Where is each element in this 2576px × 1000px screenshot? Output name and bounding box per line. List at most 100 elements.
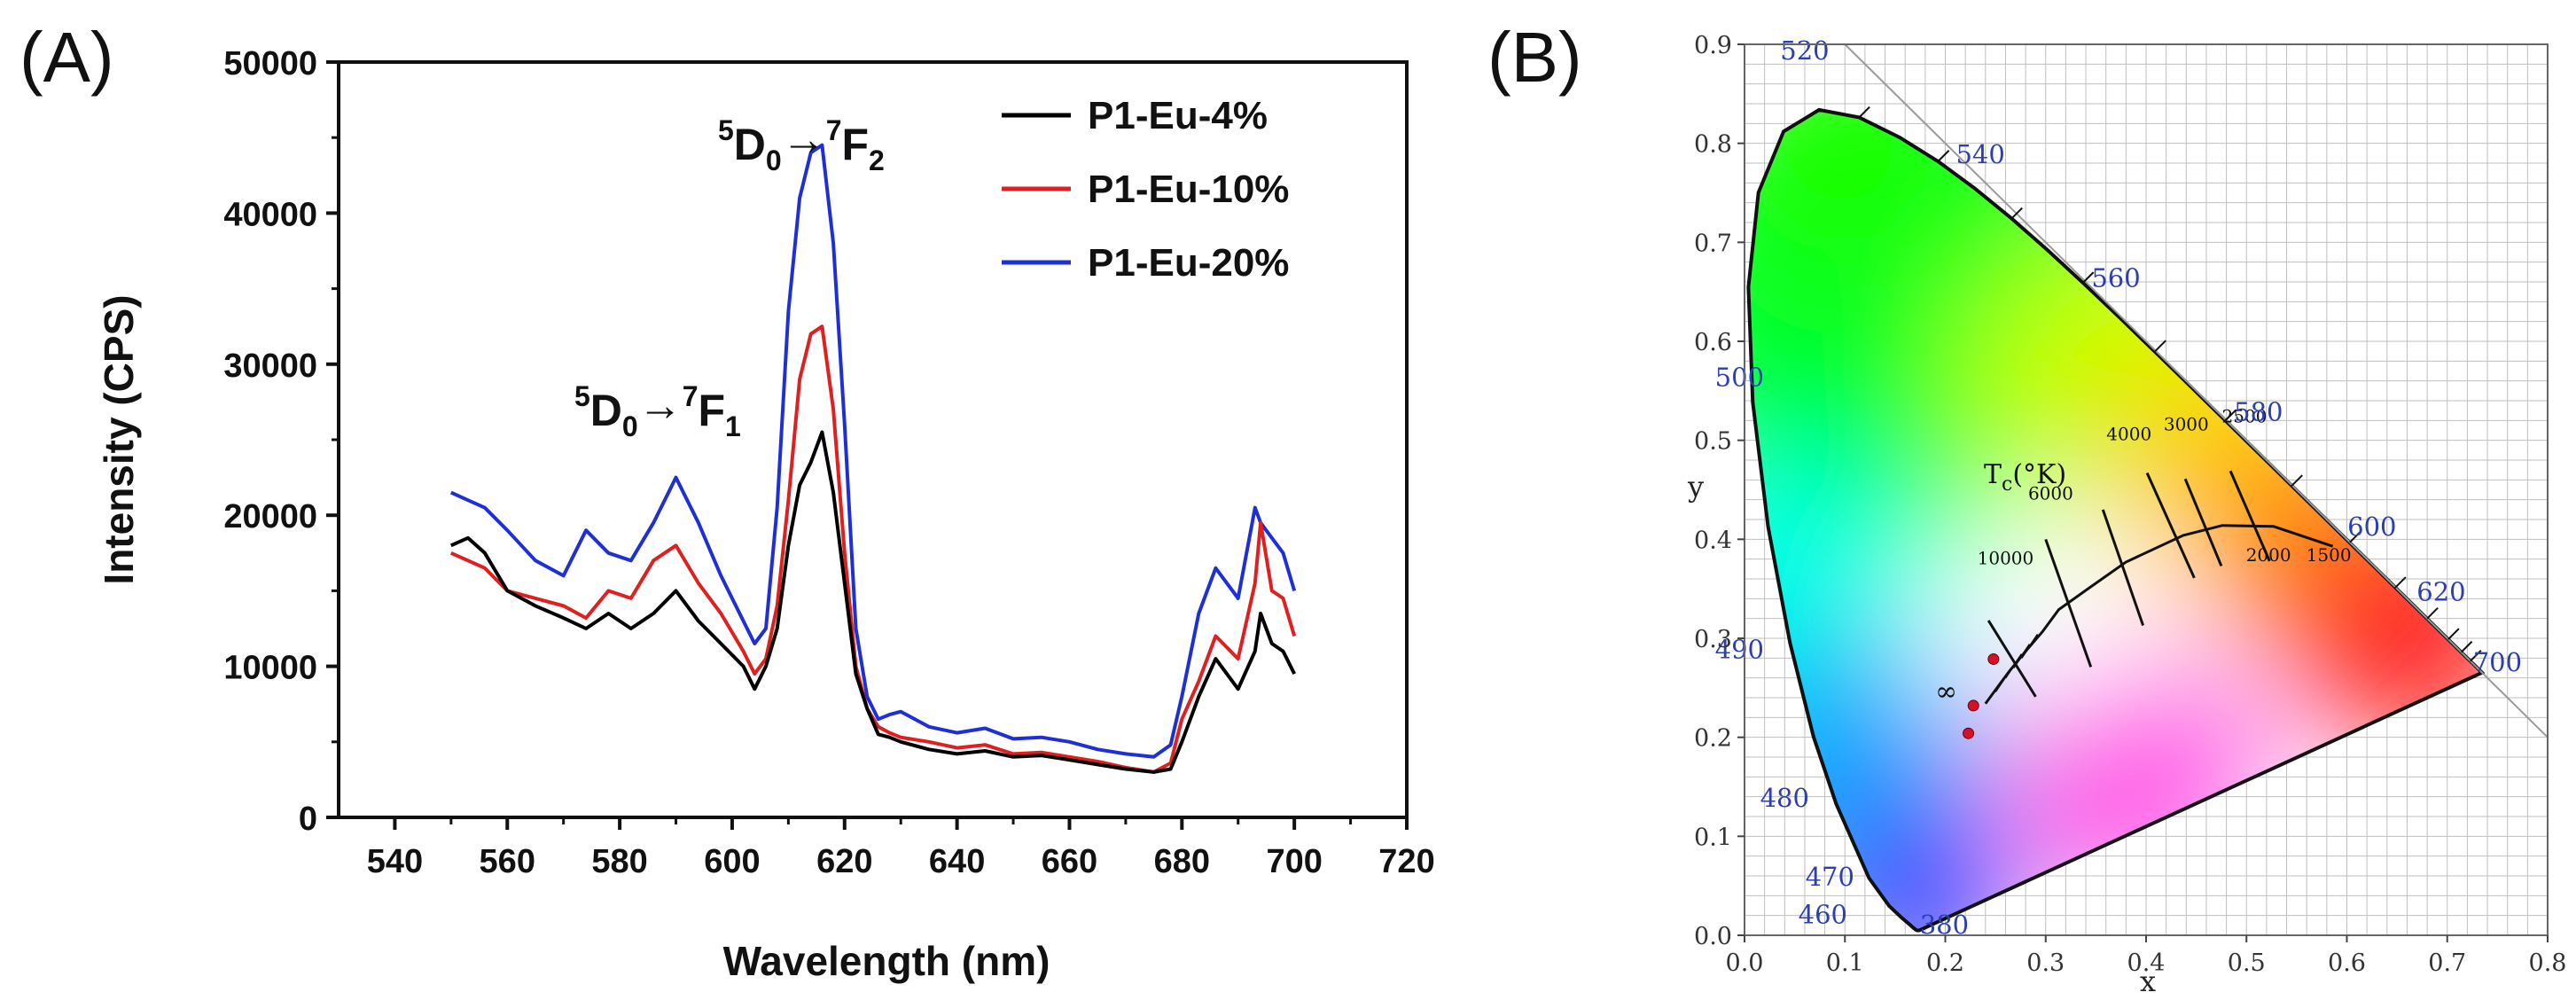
locus-tick <box>2460 640 2473 653</box>
cie-x-tick-label: 0.3 <box>2026 949 2065 977</box>
legend-label-10: P1-Eu-10% <box>1088 168 1289 211</box>
y-tick-label: 10000 <box>223 650 317 687</box>
cie-y-tick-label: 0.7 <box>1694 230 1732 257</box>
cie-x-tick-label: 0.5 <box>2228 949 2266 977</box>
locus-tick <box>2081 271 2095 284</box>
locus-tick <box>2447 628 2460 640</box>
isotemperature-line <box>2183 478 2223 567</box>
cie-y-tick-label: 0.1 <box>1694 824 1732 851</box>
isotemperature-line <box>1987 620 2037 698</box>
cct-label: 2000 <box>2246 544 2291 566</box>
cie-y-tick-label: 0.0 <box>1694 923 1732 950</box>
chromaticity-point <box>1987 652 2000 665</box>
locus-tick <box>2426 606 2439 620</box>
cct-label: 1500 <box>2307 544 2352 566</box>
wavelength-label: 580 <box>2234 396 2283 426</box>
chromaticity-point <box>1967 699 1979 712</box>
legend-label-4: P1-Eu-4% <box>1088 94 1268 137</box>
legend: P1-Eu-4% P1-Eu-10% P1-Eu-20% <box>1002 94 1289 285</box>
cie-x-tick-label: 0.0 <box>1726 949 1764 977</box>
wavelength-label: 500 <box>1715 362 1764 392</box>
wavelength-label: 700 <box>2473 647 2522 677</box>
cct-label: 4000 <box>2106 424 2151 445</box>
locus-tick <box>2349 530 2361 543</box>
x-tick-label: 680 <box>1154 843 1210 880</box>
locus-tick <box>2010 207 2023 220</box>
panel-a-label: (A) <box>20 18 114 97</box>
x-tick-label: 560 <box>480 843 535 880</box>
y-tick-label: 50000 <box>223 45 317 82</box>
isotemperature-line <box>2044 538 2093 668</box>
cie-y-axis-title: y <box>1687 470 1704 504</box>
series-line-p1-eu-20- <box>449 143 1297 759</box>
cie-x-tick-label: 0.4 <box>2127 949 2166 977</box>
cie-x-tick-label: 0.2 <box>1926 949 1964 977</box>
x-tick-label: 720 <box>1378 843 1434 880</box>
locus-tick <box>2291 474 2303 487</box>
y-tick-label: 0 <box>299 801 317 838</box>
y-tick-label: 40000 <box>223 196 317 233</box>
isotemperature-line <box>2145 472 2196 579</box>
y-tick-label: 30000 <box>223 348 317 385</box>
cct-label: 3000 <box>2164 414 2209 435</box>
cie-y-tick-label: 0.9 <box>1694 32 1732 59</box>
wavelength-label: 520 <box>1780 35 1829 66</box>
planck-hatch <box>2004 653 2023 679</box>
cie-x-tick-label: 0.8 <box>2529 949 2567 977</box>
wavelength-label: 560 <box>2091 263 2140 293</box>
x-tick-label: 620 <box>816 843 872 880</box>
planckian-label: Tc(°K) <box>1984 459 2066 496</box>
gamut-color-region <box>1748 109 1986 302</box>
cie-x-tick-label: 0.1 <box>1826 949 1864 977</box>
locus-tick <box>2394 576 2407 589</box>
wavelength-label: 460 <box>1799 900 1847 930</box>
x-tick-label: 600 <box>704 843 760 880</box>
guide-line <box>1844 43 2549 738</box>
cct-label: 2500 <box>2222 406 2268 427</box>
cie-y-tick-label: 0.6 <box>1694 329 1732 356</box>
legend-label-20: P1-Eu-20% <box>1088 241 1289 285</box>
cie-x-tick-label: 0.7 <box>2428 949 2466 977</box>
x-tick-label: 540 <box>367 843 423 880</box>
locus-tick <box>2224 409 2237 422</box>
planck-hatch <box>2020 633 2039 659</box>
cie-x-tick-label: 0.6 <box>2328 949 2366 977</box>
cie-x-axis-title: x <box>2140 965 2156 998</box>
annotation-d0-f1: 5D0→7F1 <box>574 380 741 442</box>
locus-tick <box>1858 105 1870 119</box>
x-tick-label: 640 <box>929 843 985 880</box>
planck-hatch <box>2012 644 2031 669</box>
cie-y-tick-label: 0.2 <box>1694 725 1732 753</box>
wavelength-label: 600 <box>2347 512 2396 542</box>
cie-y-tick-label: 0.3 <box>1694 626 1732 653</box>
cct-label: 6000 <box>2028 483 2073 504</box>
wavelength-label: 540 <box>1955 139 2004 169</box>
chromaticity-point <box>1963 727 1975 739</box>
annotation-d0-f2: 5D0→7F2 <box>718 114 885 176</box>
x-axis-title: Wavelength (nm) <box>723 938 1050 984</box>
series-line-p1-eu-4- <box>449 430 1296 774</box>
x-tick-label: 660 <box>1042 843 1097 880</box>
wavelength-label: 620 <box>2416 577 2465 607</box>
cie-y-tick-label: 0.4 <box>1694 527 1732 554</box>
wavelength-label: 480 <box>1760 783 1809 813</box>
cie-y-tick-label: 0.8 <box>1694 131 1732 159</box>
isotemperature-line <box>2101 509 2145 626</box>
line-chart: 540 560 580 600 620 640 660 680 700 720 0 10000 2000… <box>96 45 1435 984</box>
y-axis-title: Intensity (CPS) <box>96 294 142 584</box>
cie-y-tick-label: 0.5 <box>1694 428 1732 456</box>
y-tick-label: 20000 <box>223 498 317 535</box>
wavelength-label: 470 <box>1806 862 1854 892</box>
infinity-label: ∞ <box>1935 676 1957 707</box>
gamut-color-region <box>1815 796 2016 931</box>
isotemperature-line <box>2229 470 2271 562</box>
x-tick-label: 580 <box>591 843 647 880</box>
locus-tick <box>2470 649 2482 662</box>
locus-tick <box>1937 150 1950 162</box>
x-tick-label: 700 <box>1266 843 1322 880</box>
cct-label: 10000 <box>1978 547 2034 568</box>
locus-tick <box>2154 340 2166 352</box>
panel-b-label: (B) <box>1487 18 1582 97</box>
